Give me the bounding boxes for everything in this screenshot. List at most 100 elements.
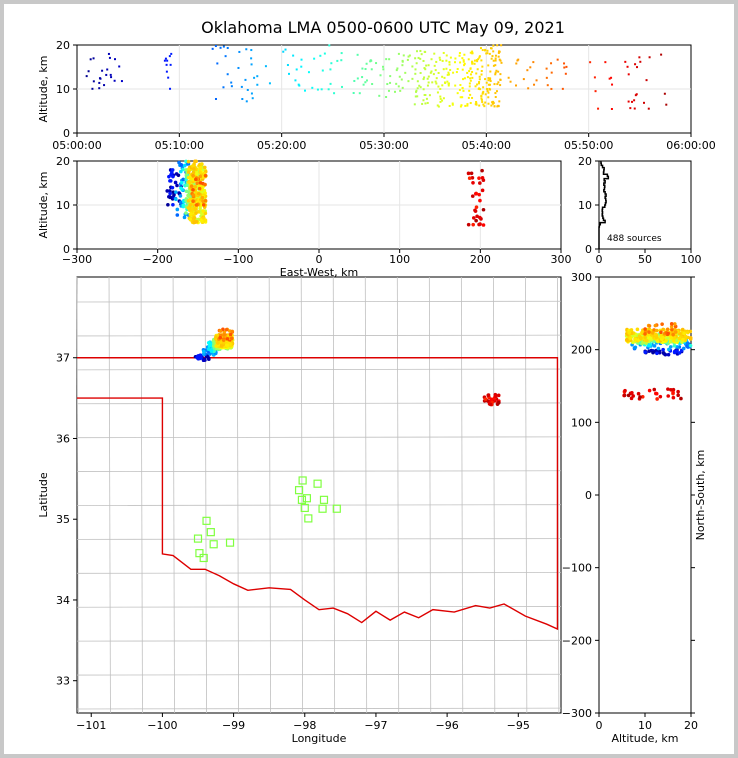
source-point	[364, 81, 367, 84]
source-point	[462, 89, 465, 92]
source-point	[447, 73, 450, 76]
source-point	[651, 350, 655, 355]
source-point	[492, 50, 495, 53]
source-point	[499, 73, 502, 76]
source-point	[297, 83, 300, 86]
source-point	[191, 173, 195, 178]
source-point	[92, 57, 95, 60]
y-tick-label: 37	[56, 352, 70, 365]
source-point	[496, 44, 499, 47]
source-point	[666, 394, 671, 398]
source-point	[320, 88, 323, 91]
county-line	[140, 276, 143, 714]
source-point	[460, 104, 463, 107]
source-point	[221, 340, 226, 345]
source-point	[494, 73, 497, 76]
lma-station-marker	[332, 504, 341, 513]
source-point	[329, 68, 332, 71]
source-point	[120, 80, 123, 83]
source-point	[448, 63, 451, 66]
source-point	[478, 75, 481, 78]
lma-station-marker	[195, 549, 204, 558]
source-point	[470, 194, 475, 198]
source-point	[437, 85, 440, 88]
source-point	[110, 76, 113, 79]
source-point	[643, 350, 648, 354]
source-point	[225, 337, 230, 341]
source-point	[385, 58, 388, 61]
source-point	[395, 69, 398, 72]
source-point	[361, 76, 364, 79]
source-point	[466, 171, 471, 176]
source-point	[175, 213, 180, 217]
source-point	[659, 330, 663, 334]
source-point	[494, 54, 497, 57]
source-point	[89, 58, 92, 61]
source-point	[480, 168, 484, 173]
source-point	[329, 82, 332, 85]
source-point	[463, 53, 466, 56]
source-point	[652, 344, 657, 348]
source-point	[424, 94, 427, 97]
source-point	[240, 85, 243, 88]
source-point	[459, 61, 462, 64]
source-point	[626, 65, 629, 68]
source-point	[481, 92, 484, 95]
county-line	[172, 276, 175, 714]
source-point	[464, 104, 467, 107]
source-point	[251, 97, 254, 100]
source-point	[624, 60, 627, 63]
source-point	[498, 58, 501, 61]
source-point	[643, 335, 647, 340]
source-point	[192, 216, 197, 220]
source-point	[436, 104, 439, 107]
source-point	[431, 81, 434, 84]
x-tick-label: −101	[76, 719, 106, 732]
source-point	[284, 48, 287, 51]
source-point	[626, 393, 631, 398]
source-point	[631, 100, 634, 103]
source-point	[640, 330, 644, 335]
source-point	[404, 71, 407, 74]
source-point	[466, 76, 469, 79]
lma-station-marker	[319, 495, 329, 504]
source-point	[85, 75, 88, 78]
source-point	[316, 88, 319, 91]
source-point	[222, 45, 225, 48]
source-point	[492, 100, 495, 103]
y-tick-label: −200	[562, 634, 592, 647]
x-tick-label: 05:00:00	[52, 139, 101, 152]
source-point	[397, 85, 400, 88]
source-point	[106, 68, 109, 71]
source-point	[677, 336, 682, 341]
source-point	[417, 56, 420, 59]
source-point	[467, 176, 472, 181]
source-point	[491, 55, 494, 58]
source-point	[639, 336, 643, 340]
source-point	[474, 218, 478, 223]
county-line	[236, 276, 239, 714]
source-point	[672, 322, 677, 326]
source-point	[389, 81, 392, 84]
chart-title: Oklahoma LMA 0500-0600 UTC May 09, 2021	[201, 18, 565, 37]
source-point	[653, 323, 658, 328]
source-point	[191, 167, 196, 171]
x-axis-label: Altitude, km	[611, 732, 678, 745]
source-point	[101, 69, 104, 72]
source-point	[491, 101, 494, 104]
source-point	[481, 207, 486, 212]
county-line	[76, 572, 562, 574]
source-point	[300, 65, 303, 68]
county-line	[76, 538, 562, 540]
source-point	[481, 223, 486, 227]
source-point	[375, 62, 378, 65]
source-point	[497, 400, 501, 405]
source-point	[639, 60, 642, 63]
source-point	[288, 72, 291, 75]
x-tick-label: 05:10:00	[155, 139, 204, 152]
lma-station-marker	[225, 538, 235, 547]
source-point	[458, 54, 461, 57]
source-point	[448, 104, 451, 107]
source-point	[448, 61, 451, 64]
source-point	[237, 66, 240, 69]
